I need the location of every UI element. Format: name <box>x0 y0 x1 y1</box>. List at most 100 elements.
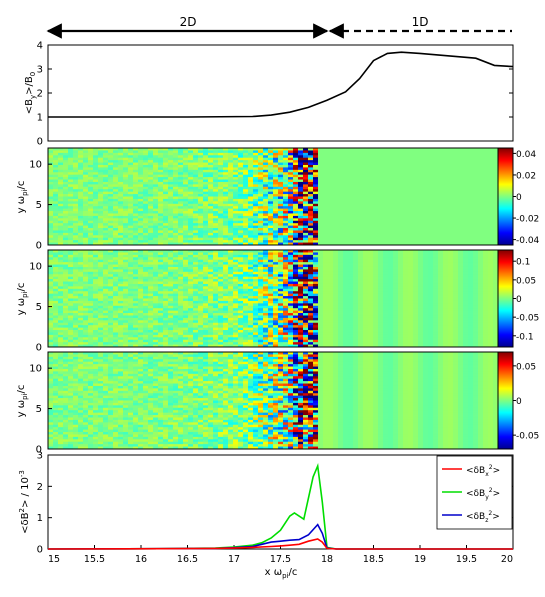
heatmap-cell <box>63 189 69 193</box>
heatmap-cell <box>398 232 404 236</box>
heatmap-cell <box>303 148 309 151</box>
heatmap-cell <box>163 169 169 173</box>
heatmap-cell <box>138 283 144 287</box>
heatmap-cell <box>128 334 134 338</box>
heatmap-cell <box>63 337 69 341</box>
heatmap-cell <box>333 174 339 178</box>
heatmap-cell <box>288 198 294 202</box>
heatmap-cell <box>493 211 499 214</box>
heatmap-cell <box>73 208 79 212</box>
heatmap-cell <box>128 286 134 290</box>
heatmap-cell <box>158 281 164 285</box>
heatmap-cell <box>103 313 109 316</box>
heatmap-cell <box>158 189 164 193</box>
heatmap-cell <box>208 274 214 278</box>
heatmap-cell <box>413 220 419 224</box>
heatmap-cell <box>93 296 99 299</box>
heatmap-cell <box>428 191 434 195</box>
heatmap-cell <box>343 164 349 168</box>
heatmap-cell <box>473 215 479 219</box>
heatmap-cell <box>293 203 299 207</box>
heatmap-cell <box>163 150 169 154</box>
heatmap-cell <box>198 177 204 180</box>
heatmap-cell <box>93 208 99 212</box>
heatmap-cell <box>198 213 204 217</box>
heatmap-cell <box>178 189 184 193</box>
heatmap-cell <box>88 230 94 234</box>
heatmap-cell <box>368 152 374 156</box>
heatmap-cell <box>183 211 189 214</box>
heatmap-cell <box>133 327 139 331</box>
heatmap-cell <box>403 223 409 226</box>
heatmap-cell <box>198 327 204 331</box>
heatmap-cell <box>53 344 59 348</box>
heatmap-cell <box>108 310 114 314</box>
heatmap-cell <box>58 240 64 243</box>
heatmap-cell <box>73 310 79 314</box>
heatmap-cell <box>128 339 134 343</box>
heatmap-cell <box>298 148 304 151</box>
heatmap-cell <box>68 155 74 159</box>
heatmap-cell <box>53 332 59 336</box>
heatmap-cell <box>468 164 474 168</box>
heatmap-cell <box>63 334 69 338</box>
heatmap-cell <box>283 240 289 243</box>
heatmap-cell <box>483 220 489 224</box>
heatmap-cell <box>178 220 184 224</box>
heatmap-cell <box>138 300 144 304</box>
heatmap-cell <box>163 288 169 292</box>
heatmap-cell <box>128 300 134 304</box>
heatmap-cell <box>318 230 324 234</box>
heatmap-cell <box>148 157 154 161</box>
heatmap-cell <box>413 218 419 222</box>
heatmap-cell <box>428 223 434 226</box>
heatmap-cell <box>138 279 144 282</box>
heatmap-cell <box>133 315 139 319</box>
heatmap-cell <box>308 186 314 190</box>
heatmap-cell <box>343 225 349 229</box>
heatmap-cell <box>133 201 139 205</box>
heatmap-cell <box>78 150 84 154</box>
heatmap-cell <box>73 191 79 195</box>
heatmap-cell <box>318 194 324 197</box>
heatmap-cell <box>348 181 354 185</box>
heatmap-cell <box>158 237 164 241</box>
heatmap-cell <box>68 283 74 287</box>
heatmap-cell <box>338 206 344 210</box>
heatmap-cell <box>133 218 139 222</box>
heatmap-cell <box>193 179 199 183</box>
heatmap-cell <box>183 281 189 285</box>
heatmap-cell <box>228 206 234 210</box>
heatmap-cell <box>108 298 114 302</box>
heatmap-cell <box>483 218 489 222</box>
heatmap-cell <box>178 150 184 154</box>
heatmap-cell <box>68 293 74 297</box>
heatmap-cell <box>178 167 184 171</box>
heatmap-cell <box>258 218 264 222</box>
heatmap-cell <box>248 215 254 219</box>
heatmap-cell <box>133 281 139 285</box>
heatmap-cell <box>388 228 394 231</box>
heatmap-cell <box>308 225 314 229</box>
heatmap-cell <box>98 279 104 282</box>
heatmap-cell <box>283 235 289 239</box>
heatmap-cell <box>248 191 254 195</box>
heatmap-cell <box>83 313 89 316</box>
heatmap-cell <box>383 208 389 212</box>
heatmap-cell <box>138 198 144 202</box>
heatmap-cell <box>88 298 94 302</box>
heatmap-cell <box>208 164 214 168</box>
heatmap-cell <box>93 313 99 316</box>
heatmap-cell <box>143 169 149 173</box>
heatmap-cell <box>328 211 334 214</box>
heatmap-cell <box>193 259 199 263</box>
heatmap-cell <box>473 201 479 205</box>
heatmap-cell <box>183 310 189 314</box>
heatmap-cell <box>418 206 424 210</box>
heatmap-cell <box>183 317 189 321</box>
heatmap-cell <box>198 208 204 212</box>
heatmap-cell <box>113 179 119 183</box>
heatmap-cell <box>258 225 264 229</box>
heatmap-cell <box>73 203 79 207</box>
heatmap-cell <box>118 296 124 299</box>
